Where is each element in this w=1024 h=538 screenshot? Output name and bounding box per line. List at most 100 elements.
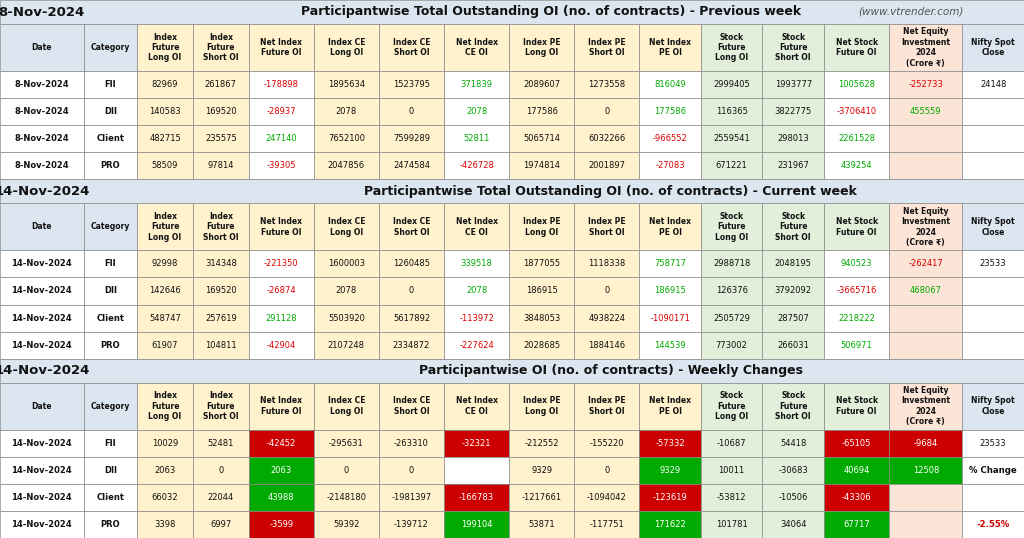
Text: 482715: 482715 — [150, 134, 181, 143]
Text: 2334872: 2334872 — [393, 341, 430, 350]
Bar — [574, 125, 639, 152]
Bar — [824, 152, 889, 179]
Bar — [574, 71, 639, 98]
Text: Net Index
CE OI: Net Index CE OI — [456, 217, 498, 237]
Text: Date: Date — [32, 402, 52, 410]
Bar — [509, 203, 574, 250]
Bar — [444, 331, 509, 359]
Text: -252733: -252733 — [908, 80, 943, 89]
Text: 8-Nov-2024: 8-Nov-2024 — [14, 134, 70, 143]
Text: 142646: 142646 — [150, 286, 181, 295]
Bar — [963, 511, 1024, 538]
Text: Date: Date — [32, 222, 52, 231]
Bar — [574, 98, 639, 125]
Bar — [509, 250, 574, 278]
Bar — [963, 250, 1024, 278]
Bar — [444, 24, 509, 71]
Bar — [379, 98, 444, 125]
Text: 2107248: 2107248 — [328, 341, 365, 350]
Bar — [574, 278, 639, 305]
Bar — [249, 250, 313, 278]
Text: 758717: 758717 — [654, 259, 686, 268]
Bar — [963, 125, 1024, 152]
Text: -1094042: -1094042 — [587, 493, 627, 502]
Bar — [193, 331, 249, 359]
Text: -57332: -57332 — [655, 438, 685, 448]
Text: 126376: 126376 — [716, 286, 748, 295]
Text: -10506: -10506 — [778, 493, 808, 502]
Text: Index PE
Short OI: Index PE Short OI — [588, 217, 626, 237]
Text: 5065714: 5065714 — [523, 134, 560, 143]
Text: -262417: -262417 — [908, 259, 943, 268]
Bar — [509, 457, 574, 484]
Text: 231967: 231967 — [777, 161, 809, 171]
Text: -1981397: -1981397 — [391, 493, 431, 502]
Bar — [763, 305, 824, 331]
Text: Index PE
Long OI: Index PE Long OI — [523, 217, 560, 237]
Text: % Change: % Change — [970, 466, 1017, 475]
Text: 2078: 2078 — [466, 107, 487, 116]
Bar — [0, 305, 84, 331]
Text: 43988: 43988 — [268, 493, 295, 502]
Bar — [639, 511, 700, 538]
Text: -65105: -65105 — [842, 438, 871, 448]
Text: 2988718: 2988718 — [713, 259, 751, 268]
Bar — [444, 250, 509, 278]
Bar — [313, 152, 379, 179]
Bar — [249, 98, 313, 125]
Bar — [379, 484, 444, 511]
Bar — [639, 484, 700, 511]
Bar — [313, 383, 379, 430]
Text: 2999405: 2999405 — [714, 80, 750, 89]
Text: 0: 0 — [604, 466, 609, 475]
Bar — [963, 331, 1024, 359]
Text: Net Stock
Future OI: Net Stock Future OI — [836, 38, 878, 57]
Bar — [249, 511, 313, 538]
Bar — [963, 383, 1024, 430]
Text: Index
Future
Short OI: Index Future Short OI — [203, 391, 239, 421]
Text: 14-Nov-2024: 14-Nov-2024 — [11, 466, 72, 475]
Bar — [824, 305, 889, 331]
Text: 3792092: 3792092 — [775, 286, 812, 295]
Bar — [84, 305, 137, 331]
Text: 14-Nov-2024: 14-Nov-2024 — [11, 314, 72, 323]
Bar — [763, 383, 824, 430]
Text: Net Index
Future OI: Net Index Future OI — [260, 397, 302, 416]
Bar — [763, 331, 824, 359]
Bar — [193, 250, 249, 278]
Bar — [193, 511, 249, 538]
Bar — [700, 71, 763, 98]
Text: Client: Client — [96, 314, 125, 323]
Text: DII: DII — [103, 466, 117, 475]
Bar — [963, 457, 1024, 484]
Bar — [193, 457, 249, 484]
Text: 3398: 3398 — [155, 520, 176, 529]
Text: 2089607: 2089607 — [523, 80, 560, 89]
Text: -178898: -178898 — [264, 80, 299, 89]
Bar — [0, 71, 84, 98]
Bar — [0, 152, 84, 179]
Bar — [193, 203, 249, 250]
Bar — [313, 24, 379, 71]
Bar — [249, 24, 313, 71]
Text: Stock
Future
Long OI: Stock Future Long OI — [715, 212, 749, 242]
Bar — [889, 511, 963, 538]
Bar — [0, 0, 1024, 24]
Text: Net Stock
Future OI: Net Stock Future OI — [836, 397, 878, 416]
Bar — [137, 24, 193, 71]
Bar — [137, 278, 193, 305]
Bar — [313, 457, 379, 484]
Bar — [639, 98, 700, 125]
Text: Nifty Spot
Close: Nifty Spot Close — [972, 38, 1015, 57]
Bar — [313, 511, 379, 538]
Text: 371839: 371839 — [461, 80, 493, 89]
Bar — [313, 305, 379, 331]
Text: 5617892: 5617892 — [393, 314, 430, 323]
Bar — [249, 331, 313, 359]
Bar — [639, 71, 700, 98]
Bar — [700, 383, 763, 430]
Bar — [0, 278, 84, 305]
Text: -1090171: -1090171 — [650, 314, 690, 323]
Text: 58509: 58509 — [152, 161, 178, 171]
Bar — [249, 484, 313, 511]
